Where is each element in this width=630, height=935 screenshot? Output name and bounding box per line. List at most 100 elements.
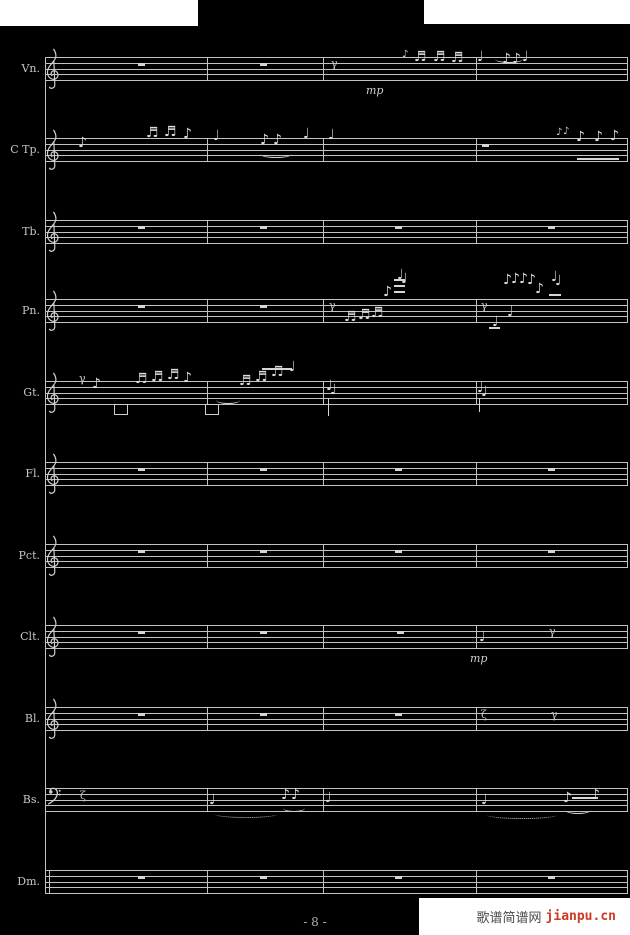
measure-barline — [207, 138, 208, 162]
note-icon: ♩ — [401, 271, 408, 287]
beam-line — [394, 291, 405, 293]
whole-rest-icon — [395, 876, 402, 879]
note-icon: ♬ — [146, 125, 159, 141]
measure-barline — [627, 544, 628, 568]
measure-barline — [476, 138, 477, 162]
note-icon: ♪ — [502, 51, 511, 67]
measure-barline — [476, 57, 477, 81]
slur-arc — [214, 810, 278, 818]
measure-barline — [207, 381, 208, 405]
note-stem — [328, 398, 329, 416]
note-icon: ♪ — [92, 376, 101, 392]
slur-arc — [495, 55, 523, 63]
quarter-rest-icon: ζ — [80, 789, 86, 802]
note-icon: ♪ — [503, 272, 512, 288]
measure-barline — [627, 220, 628, 244]
note-icon: ♩ — [479, 629, 486, 645]
whole-rest-icon — [138, 468, 145, 471]
measure-barline — [476, 870, 477, 894]
staff-line — [45, 299, 628, 300]
beam-line — [394, 279, 405, 281]
note-icon: ♬ — [414, 49, 427, 65]
measure-barline — [323, 788, 324, 812]
measure-barline — [476, 462, 477, 486]
staff-label: Vn. — [21, 62, 40, 75]
staff-label: Dm. — [17, 875, 40, 888]
note-icon: ♬ — [167, 367, 180, 383]
staff-line — [45, 161, 628, 162]
staff-line — [45, 881, 628, 883]
measure-barline — [207, 57, 208, 81]
note-icon: ♪ — [291, 787, 300, 803]
measure-barline — [323, 625, 324, 649]
staff-line — [45, 74, 628, 76]
measure-barline — [207, 788, 208, 812]
note-icon: ♩ — [213, 128, 220, 144]
whole-rest-icon — [482, 144, 489, 147]
treble-clef-icon — [44, 372, 61, 418]
note-icon: ♩ — [209, 792, 216, 808]
staff-label: Tb. — [22, 225, 40, 238]
double-barline — [49, 870, 50, 894]
whole-rest-icon — [138, 876, 145, 879]
note-icon: ♪ — [563, 790, 572, 806]
note-icon: ♪ — [183, 126, 192, 142]
page-number: - 8 - — [303, 915, 327, 929]
measure-barline — [627, 57, 628, 81]
whole-rest-icon — [138, 550, 145, 553]
watermark-site-url: jianpu.cn — [545, 909, 616, 924]
note-icon: ♩ — [507, 304, 514, 320]
whole-rest-icon — [260, 63, 267, 66]
staff-line — [45, 625, 628, 626]
staff-line — [45, 707, 628, 708]
grace-note-icon: ♪ — [563, 126, 570, 137]
measure-barline — [323, 707, 324, 731]
whole-rest-icon — [395, 550, 402, 553]
note-icon: ♩ — [303, 126, 310, 142]
staff-line — [45, 724, 628, 726]
staff-line — [45, 561, 628, 563]
eighth-rest-icon: γ — [79, 372, 86, 385]
fret-box — [114, 404, 128, 415]
note-icon: ♪ — [281, 787, 290, 803]
whole-rest-icon — [395, 713, 402, 716]
measure-barline — [323, 138, 324, 162]
staff-line — [45, 479, 628, 481]
slur-arc — [283, 804, 305, 812]
note-icon: ♪ — [610, 128, 619, 144]
treble-clef-icon — [44, 211, 61, 257]
note-icon: ♬ — [151, 369, 164, 385]
treble-clef-icon — [44, 698, 61, 744]
staff-line — [45, 62, 628, 64]
staff-line — [45, 381, 628, 382]
treble-clef-icon — [44, 129, 61, 175]
measure-barline — [207, 299, 208, 323]
bass-clef-icon — [46, 786, 62, 811]
staff-line — [45, 467, 628, 469]
grace-note-icon: ♪ — [402, 49, 409, 60]
staff-line — [45, 642, 628, 644]
staff-label: Clt. — [20, 630, 40, 643]
whole-rest-icon — [138, 305, 145, 308]
note-icon: ♩ — [330, 382, 337, 398]
note-icon: ♪ — [78, 135, 87, 151]
staff-label: Pct. — [18, 549, 40, 562]
staff-line — [45, 799, 628, 801]
measure-barline — [627, 299, 628, 323]
treble-clef-icon — [44, 48, 61, 94]
staff-label: C Tp. — [10, 143, 40, 156]
eighth-rest-icon: γ — [331, 57, 338, 70]
slur-arc — [216, 396, 240, 404]
note-icon: ♬ — [135, 371, 148, 387]
whole-rest-icon — [395, 468, 402, 471]
measure-barline — [323, 220, 324, 244]
staff-line — [45, 893, 628, 894]
note-icon: ♩ — [477, 49, 484, 65]
staff-line — [45, 811, 628, 812]
note-icon: ♪ — [511, 271, 520, 287]
measure-barline — [476, 299, 477, 323]
staff-label: Pn. — [22, 304, 40, 317]
staff-line — [45, 225, 628, 227]
treble-clef-icon — [44, 535, 61, 581]
